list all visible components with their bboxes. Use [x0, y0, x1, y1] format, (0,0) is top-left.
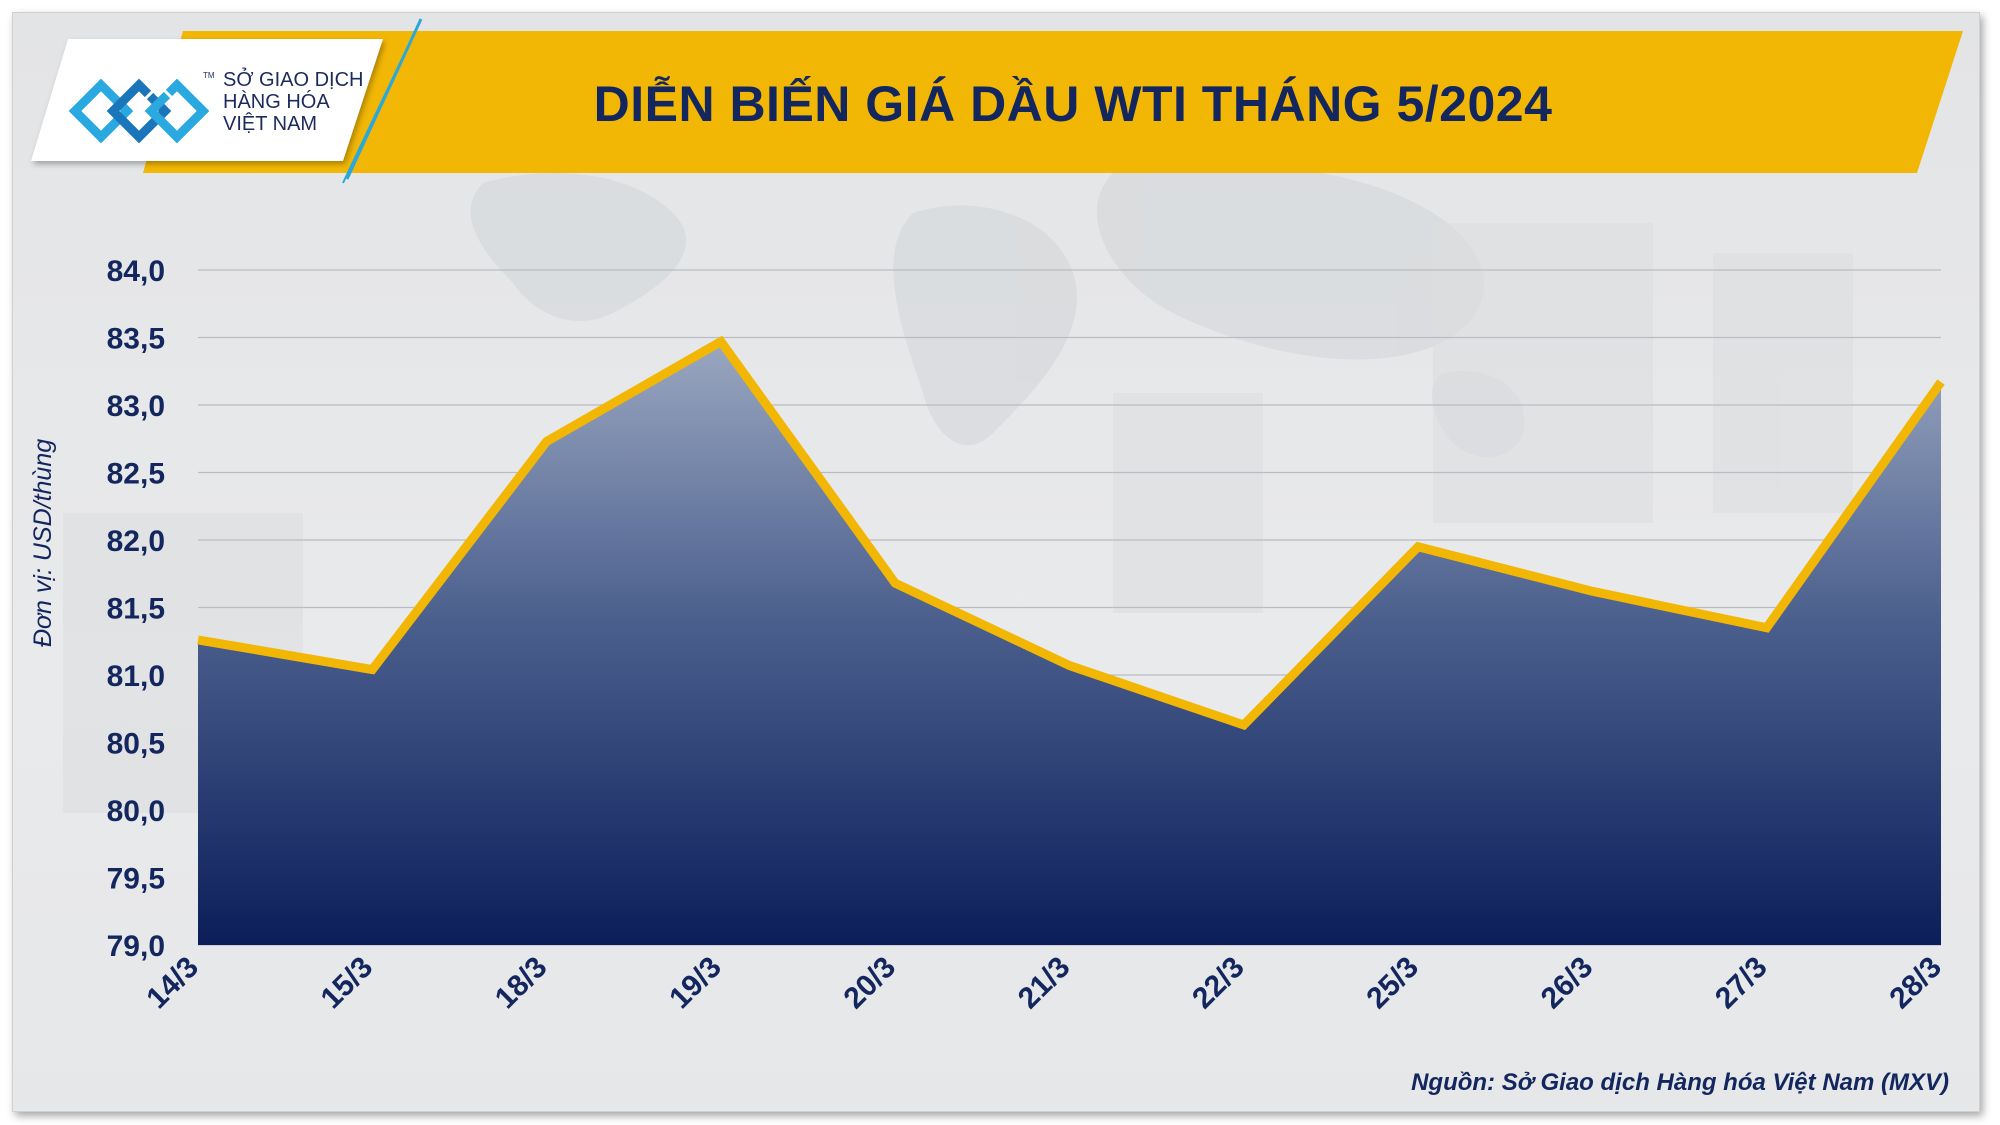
- y-tick-label: 83,5: [107, 323, 165, 356]
- x-tick-label: 22/3: [1186, 951, 1251, 1016]
- area-layer: [197, 335, 1945, 945]
- y-tick-label: 80,5: [107, 728, 165, 761]
- logo-trademark: TM: [203, 71, 215, 80]
- source-note: Nguồn: Sở Giao dịch Hàng hóa Việt Nam (M…: [1411, 1069, 1949, 1096]
- y-tick-label: 79,0: [107, 930, 165, 963]
- y-tick-label: 80,0: [107, 795, 165, 828]
- logo-line-2: HÀNG HÓA: [223, 91, 330, 113]
- mxv-logo-icon: [68, 78, 210, 144]
- chart-frame: TM SỞ GIAO DỊCH HÀNG HÓA VIỆT NAM DIỄN B…: [12, 12, 1980, 1112]
- x-tick-label: 15/3: [315, 951, 380, 1016]
- banner-yellow-band: [143, 31, 1963, 173]
- y-tick-label: 81,0: [107, 660, 165, 693]
- y-tick-label: 82,5: [107, 458, 165, 491]
- y-tick-label: 84,0: [107, 255, 165, 288]
- y-axis-ticks: 79,0 79,5 80,0 80,5 81,0 81,5 82,0 82,5 83,0 83,5…: [107, 255, 165, 963]
- series-area-fill: [198, 341, 1941, 945]
- x-tick-label: 27/3: [1709, 951, 1774, 1016]
- x-tick-label: 25/3: [1360, 951, 1425, 1016]
- y-axis-label: Đơn vị: USD/thùng: [29, 439, 57, 647]
- chart-area: 79,0 79,5 80,0 80,5 81,0 81,5 82,0 82,5 83,0 83,5…: [29, 255, 1948, 1016]
- title-banner: [31, 18, 1963, 184]
- logo-line-1: SỞ GIAO DỊCH: [223, 69, 364, 91]
- logo-text: SỞ GIAO DỊCH HÀNG HÓA VIỆT NAM: [223, 69, 364, 135]
- y-tick-label: 81,5: [107, 593, 165, 626]
- chart-title: DIỄN BIẾN GIÁ DẦU WTI THÁNG 5/2024: [593, 76, 1553, 132]
- x-tick-label: 21/3: [1012, 951, 1077, 1016]
- x-tick-label: 19/3: [663, 951, 728, 1016]
- x-tick-label: 28/3: [1883, 951, 1948, 1016]
- x-axis-ticks: 14/3 15/3 18/3 19/3 20/3 21/3 22/3 25/3 26/3 27/3…: [140, 951, 1948, 1016]
- x-tick-label: 18/3: [489, 951, 554, 1016]
- x-tick-label: 26/3: [1535, 951, 1600, 1016]
- y-tick-label: 83,0: [107, 390, 165, 423]
- y-tick-label: 82,0: [107, 525, 165, 558]
- logo-panel: [31, 39, 383, 161]
- y-tick-label: 79,5: [107, 863, 165, 896]
- banner-accent-line-2: [342, 60, 402, 184]
- x-tick-label: 20/3: [838, 951, 903, 1016]
- logo-line-3: VIỆT NAM: [223, 113, 318, 135]
